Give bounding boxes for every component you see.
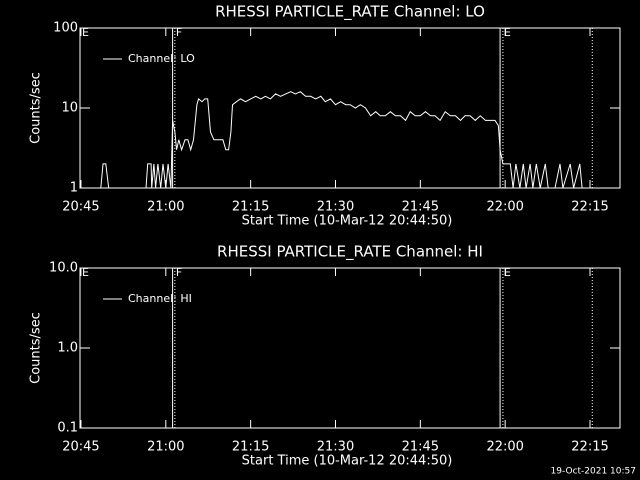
x-tick-label: 21:00 bbox=[147, 440, 184, 455]
y-tick-label: 1.0 bbox=[57, 341, 78, 356]
x-tick-label: 22:15 bbox=[571, 200, 608, 215]
x-tick-label: 21:00 bbox=[147, 200, 184, 215]
x-tick-label: 21:15 bbox=[232, 200, 269, 215]
x-tick-label: 22:00 bbox=[486, 200, 523, 215]
y-tick-label: 100 bbox=[53, 21, 78, 36]
event-flag: E bbox=[504, 266, 511, 279]
legend-label: Channel: HI bbox=[128, 292, 192, 305]
event-flag: F bbox=[176, 26, 182, 39]
x-tick-label: 21:45 bbox=[402, 200, 439, 215]
x-tick-label: 21:30 bbox=[317, 440, 354, 455]
y-axis-label: Counts/sec bbox=[29, 72, 44, 144]
x-tick-label: 21:30 bbox=[317, 200, 354, 215]
x-tick-label: 22:00 bbox=[486, 440, 523, 455]
y-tick-label: 0.1 bbox=[57, 421, 78, 436]
x-tick-label: 21:15 bbox=[232, 440, 269, 455]
x-tick-label: 20:45 bbox=[62, 440, 99, 455]
x-tick-label: 21:45 bbox=[402, 440, 439, 455]
footer: 19-Oct-2021 10:57 bbox=[551, 467, 636, 477]
x-tick-label: 20:45 bbox=[62, 200, 99, 215]
event-flag: E bbox=[504, 26, 511, 39]
x-tick-label: 22:15 bbox=[571, 440, 608, 455]
event-flag: F bbox=[176, 266, 182, 279]
chart-title: RHESSI PARTICLE_RATE Channel: LO bbox=[215, 3, 485, 22]
y-axis-label: Counts/sec bbox=[29, 312, 44, 384]
y-tick-label: 1 bbox=[70, 181, 78, 196]
chart-title: RHESSI PARTICLE_RATE Channel: HI bbox=[217, 243, 483, 262]
event-flag: E bbox=[82, 26, 89, 39]
x-axis-label: Start Time (10-Mar-12 20:44:50) bbox=[242, 214, 453, 229]
y-tick-label: 10 bbox=[61, 101, 78, 116]
x-axis-label: Start Time (10-Mar-12 20:44:50) bbox=[242, 454, 453, 469]
legend-label: Channel: LO bbox=[128, 52, 195, 65]
data-line bbox=[100, 91, 583, 189]
event-flag: E bbox=[82, 266, 89, 279]
y-tick-label: 10.0 bbox=[49, 261, 78, 276]
